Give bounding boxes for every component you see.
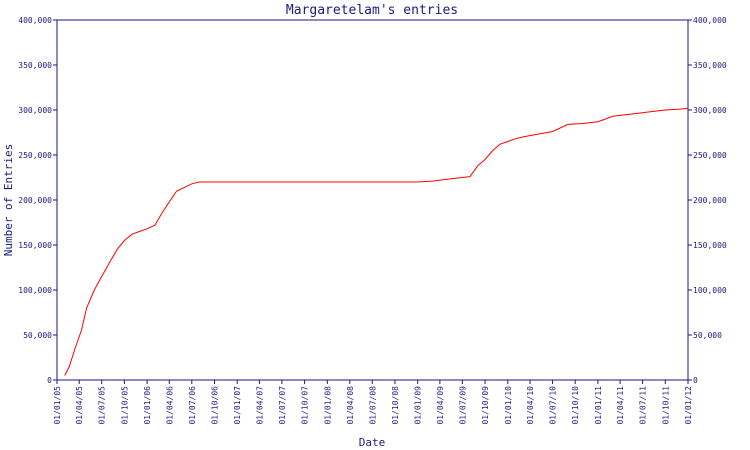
y-tick-label-right: 350,000 — [693, 61, 727, 70]
y-tick-label-left: 300,000 — [18, 106, 52, 115]
x-tick-label: 01/01/10 — [504, 386, 513, 425]
x-tick-label: 01/01/11 — [594, 386, 603, 425]
y-tick-label-right: 0 — [693, 376, 698, 385]
y-tick-label-left: 400,000 — [18, 16, 52, 25]
x-tick-label: 01/01/09 — [414, 386, 423, 425]
y-tick-label-left: 250,000 — [18, 151, 52, 160]
x-tick-label: 01/01/07 — [233, 386, 242, 425]
x-tick-label: 01/07/07 — [278, 386, 287, 425]
x-tick-label: 01/07/05 — [98, 386, 107, 425]
x-tick-label: 01/01/06 — [143, 386, 152, 425]
x-tick-label: 01/04/10 — [526, 386, 535, 425]
x-axis-title: Date — [359, 436, 386, 449]
x-tick-label: 01/07/06 — [188, 386, 197, 425]
plot-area-frame — [56, 19, 689, 381]
chart-title: Margaretelam's entries — [286, 3, 458, 18]
x-tick-label: 01/01/12 — [684, 386, 693, 425]
y-tick-label-left: 100,000 — [18, 286, 52, 295]
x-tick-label: 01/01/05 — [53, 386, 62, 425]
x-tick-label: 01/10/10 — [571, 386, 580, 425]
x-tick-label: 01/10/05 — [120, 386, 129, 425]
x-tick-label: 01/10/09 — [481, 386, 490, 425]
y-axis-right: 0 50,000 100,000 150,000 200,000 250,000 300,0… — [688, 16, 727, 385]
y-tick-label-right: 50,000 — [693, 331, 722, 340]
x-tick-label: 01/04/05 — [75, 386, 84, 425]
y-axis-title: Number of Entries — [2, 144, 15, 257]
y-tick-label-left: 50,000 — [23, 331, 52, 340]
x-tick-label: 01/10/08 — [391, 386, 400, 425]
x-tick-label: 01/04/09 — [436, 386, 445, 425]
series-line-entries — [64, 107, 689, 376]
y-tick-label-right: 400,000 — [693, 16, 727, 25]
x-tick-label: 01/07/10 — [548, 386, 557, 425]
x-tick-label: 01/04/07 — [255, 386, 264, 425]
x-tick-label: 01/04/08 — [346, 386, 355, 425]
x-tick-label: 01/04/11 — [616, 386, 625, 425]
x-tick-label: 01/10/07 — [301, 386, 310, 425]
x-axis: 01/01/05 01/04/05 01/07/05 01/10/05 01/01/06… — [53, 380, 693, 425]
y-tick-label-left: 0 — [47, 376, 52, 385]
y-tick-label-left: 200,000 — [18, 196, 52, 205]
y-tick-label-right: 100,000 — [693, 286, 727, 295]
y-tick-label-left: 150,000 — [18, 241, 52, 250]
x-tick-label: 01/04/06 — [165, 386, 174, 425]
y-tick-label-right: 200,000 — [693, 196, 727, 205]
y-tick-label-right: 150,000 — [693, 241, 727, 250]
x-tick-label: 01/07/08 — [368, 386, 377, 425]
x-tick-label: 01/01/08 — [323, 386, 332, 425]
x-tick-label: 01/07/09 — [458, 386, 467, 425]
y-tick-label-right: 300,000 — [693, 106, 727, 115]
x-tick-label: 01/10/06 — [211, 386, 220, 425]
y-tick-label-left: 350,000 — [18, 61, 52, 70]
y-tick-label-right: 250,000 — [693, 151, 727, 160]
x-tick-label: 01/10/11 — [661, 386, 670, 425]
x-tick-label: 01/07/11 — [639, 386, 648, 425]
y-axis-left: 0 50,000 100,000 150,000 200,000 250,000 300,0… — [18, 16, 57, 385]
